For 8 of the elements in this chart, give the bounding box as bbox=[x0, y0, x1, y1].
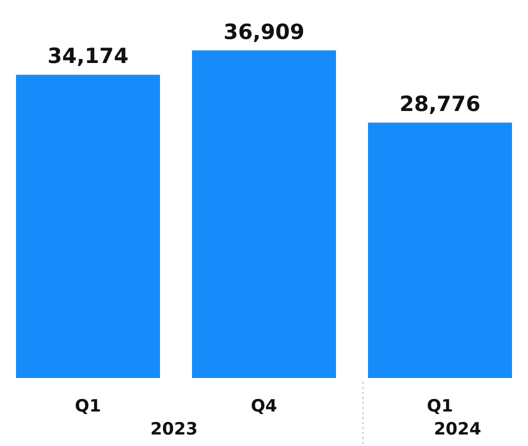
text: 2024 bbox=[434, 420, 482, 440]
x-tick-label: Q4 bbox=[250, 396, 278, 416]
data-label: 36,909 bbox=[223, 20, 305, 44]
x-tick-label: Q1 bbox=[426, 396, 454, 416]
data-label: 34,174 bbox=[47, 44, 129, 68]
x-tick-label: Q1 bbox=[74, 396, 102, 416]
text: 2023 bbox=[150, 420, 198, 440]
data-label: 28,776 bbox=[399, 92, 481, 116]
